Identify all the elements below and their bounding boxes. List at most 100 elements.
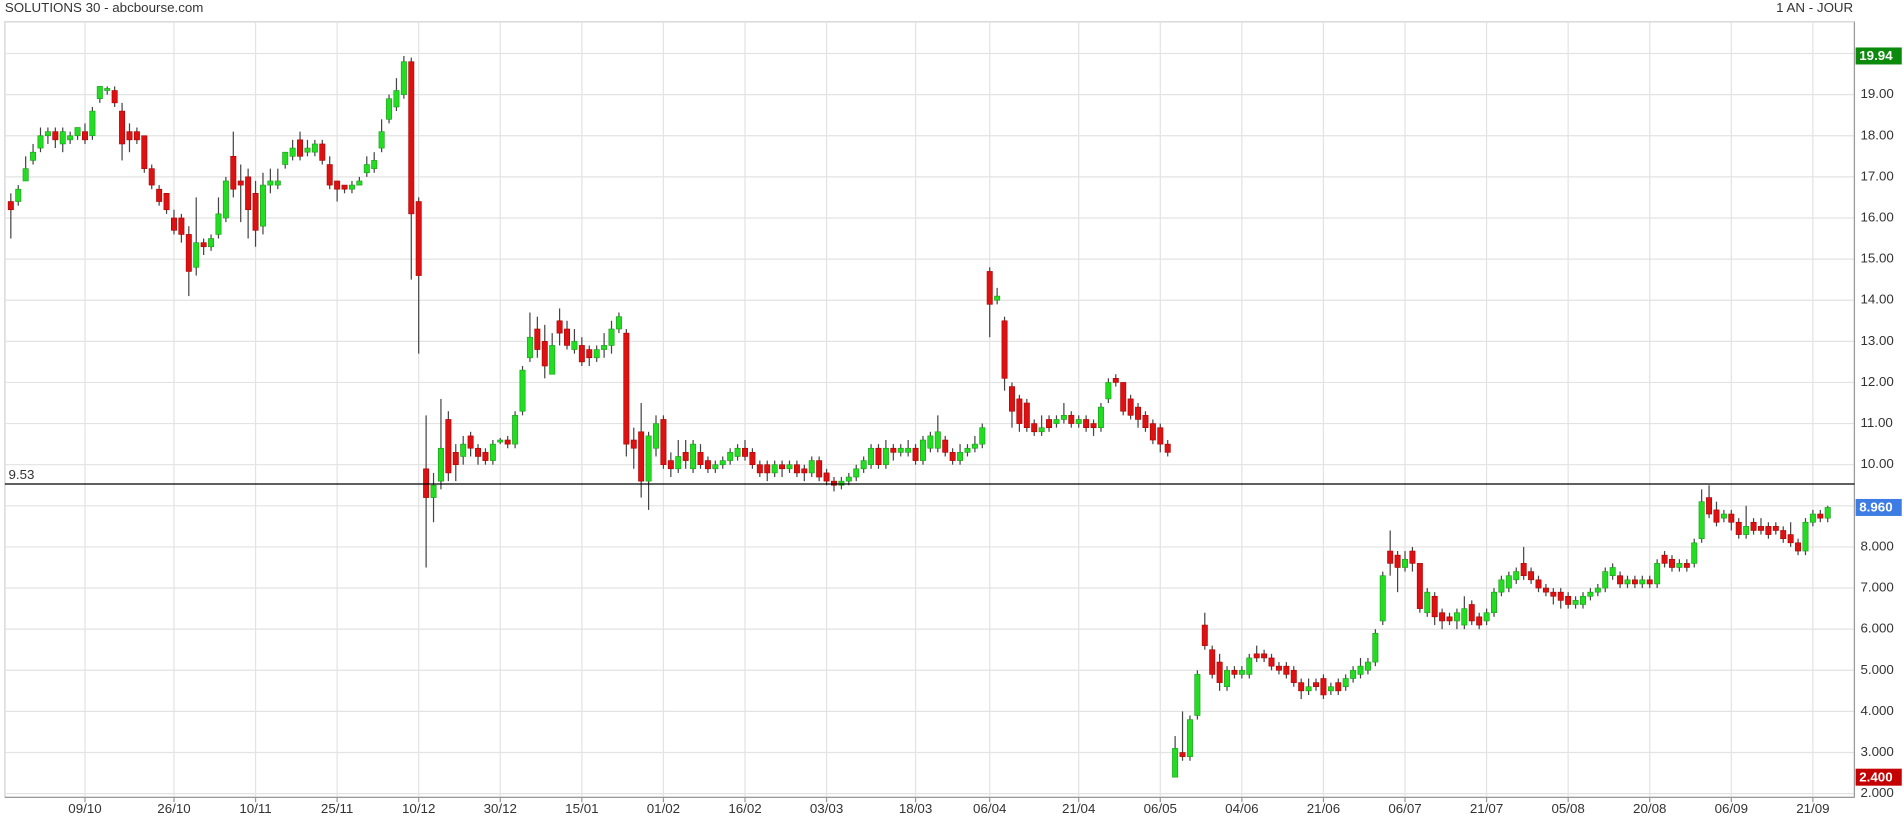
candle-body [1646, 579, 1653, 585]
candle-body [393, 90, 400, 108]
candle-body [1550, 591, 1557, 597]
candle-body [7, 201, 14, 211]
candle-body [163, 193, 170, 211]
candle-body [719, 460, 726, 465]
candle-body [675, 456, 682, 470]
candle-body [178, 217, 185, 235]
candle-body [534, 328, 541, 350]
candle-body [133, 131, 140, 141]
candle-body [67, 135, 74, 141]
candle-body [1305, 686, 1312, 692]
candle-body [882, 447, 889, 465]
candle-body [1201, 624, 1208, 646]
candle-body [1142, 415, 1149, 428]
candle-body [408, 61, 415, 215]
candle-body [104, 88, 111, 91]
candle-body [608, 328, 615, 346]
candle-body [430, 484, 437, 498]
candle-body [1802, 521, 1809, 552]
candle-body [808, 460, 815, 474]
candle-body [1209, 649, 1216, 675]
candle-body [1379, 575, 1386, 622]
candle-body [1557, 591, 1564, 601]
candle-body [771, 464, 778, 474]
candle-body [1676, 563, 1683, 568]
candle-body [697, 452, 704, 465]
candle-body [1587, 591, 1594, 597]
candle-body [823, 472, 830, 482]
candle-body [1505, 575, 1512, 589]
candle-body [1402, 558, 1408, 568]
candle-body [1624, 579, 1631, 585]
candle-body [920, 439, 926, 461]
y-tick-label: 7.000 [1860, 580, 1893, 595]
candle-body [1060, 415, 1067, 420]
x-tick-label: 06/05 [1144, 801, 1177, 816]
candle-body [593, 349, 600, 359]
candle-body [734, 447, 741, 457]
candle-body [690, 443, 697, 470]
candle-body [1023, 402, 1030, 428]
candle-body [645, 435, 652, 482]
candle-body [1780, 530, 1787, 540]
candle-body [1372, 632, 1379, 663]
x-tick-label: 01/02 [647, 801, 680, 816]
candle-body [230, 155, 237, 190]
candle-body [304, 147, 311, 153]
candle-body [1416, 563, 1423, 609]
candle-body [890, 447, 897, 453]
candle-body [853, 468, 860, 478]
candle-body [1290, 669, 1297, 683]
chart-period: 1 AN - JOUR [1776, 0, 1853, 15]
candle-body [37, 135, 44, 149]
candle-body [245, 176, 252, 211]
candle-body [1654, 563, 1661, 585]
y-tick-label: 18.00 [1860, 127, 1893, 142]
y-tick-label: 19.00 [1860, 86, 1893, 101]
candle-body [1535, 579, 1542, 589]
candle-body [482, 452, 489, 461]
x-tick-label: 09/10 [68, 801, 101, 816]
candle-body [415, 201, 422, 276]
candle-body [82, 131, 88, 141]
candle-body [838, 480, 845, 486]
x-tick-label: 16/02 [728, 801, 761, 816]
candle-body [1342, 678, 1349, 688]
candle-body [957, 452, 964, 461]
y-tick-label: 16.00 [1860, 210, 1893, 225]
candle-body [252, 193, 259, 231]
candle-body [994, 295, 1001, 301]
candle-body [1105, 382, 1112, 400]
candle-body [1824, 507, 1831, 519]
candle-body [334, 180, 341, 190]
y-tick-label: 2.000 [1860, 785, 1893, 800]
candle-body [1498, 579, 1505, 593]
candle-body [282, 151, 289, 165]
candle-body [667, 460, 674, 470]
candle-body [586, 349, 593, 359]
candle-body [971, 443, 978, 449]
candle-body [556, 320, 563, 334]
candle-body [1520, 563, 1527, 577]
candle-body [793, 464, 800, 474]
candle-body [1772, 526, 1779, 531]
candle-body [1261, 653, 1268, 659]
candle-body [630, 439, 637, 449]
price-marker-label: 19.94 [1859, 48, 1893, 63]
price-marker [1855, 498, 1902, 516]
candle-body [460, 443, 467, 457]
candle-body [564, 328, 570, 346]
candle-body [1683, 563, 1690, 568]
candle-body [1157, 427, 1164, 445]
candle-body [986, 271, 993, 305]
candle-body [845, 476, 852, 482]
candle-body [541, 341, 548, 367]
candle-body [1275, 665, 1282, 671]
candle-body [148, 168, 155, 186]
candle-body [1083, 419, 1090, 428]
candle-body [1706, 497, 1713, 515]
candle-body [1008, 386, 1015, 412]
candle-body [274, 180, 281, 186]
y-tick-label: 10.00 [1860, 456, 1893, 471]
